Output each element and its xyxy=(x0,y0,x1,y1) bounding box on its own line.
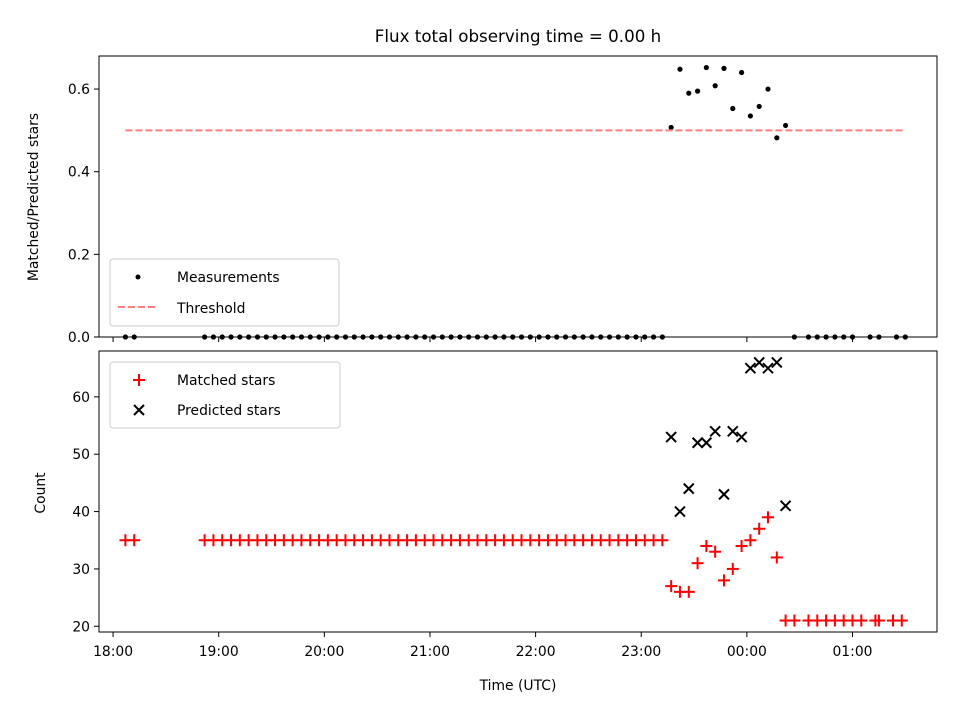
measurement-point xyxy=(774,135,780,141)
predicted-stars-point xyxy=(735,431,748,443)
measurement-point xyxy=(703,64,709,71)
bottom-legend: Matched stars Predicted stars xyxy=(109,361,341,429)
predicted-stars-point xyxy=(709,425,721,437)
predicted-stars-point xyxy=(727,425,739,437)
matched-stars-point xyxy=(872,614,885,627)
x-tick-label: 20:00 xyxy=(304,644,344,660)
bottom-legend-box xyxy=(109,361,341,429)
predicted-stars-point xyxy=(665,431,677,443)
matched-stars-point xyxy=(665,580,678,593)
y-tick-label: 40 xyxy=(72,505,90,521)
y-tick-label: 0.2 xyxy=(68,247,90,263)
y-tick-label: 30 xyxy=(72,562,90,578)
matched-stars-point xyxy=(753,522,766,535)
bottom-x-ticks: 18:00 19:00 20:00 21:00 22:00 23:00 00:00 01:00 xyxy=(93,632,873,660)
y-tick-label: 0.0 xyxy=(68,330,90,346)
predicted-stars-point xyxy=(771,356,783,369)
legend-matched-marker xyxy=(133,374,145,386)
measurement-point xyxy=(756,103,762,110)
bottom-y-axis-label: Count xyxy=(33,472,49,514)
matched-stars-point xyxy=(700,539,713,552)
matched-stars-point xyxy=(735,539,748,552)
legend-matched-label: Matched stars xyxy=(177,373,275,389)
predicted-stars-point xyxy=(700,437,713,449)
matched-stars-point xyxy=(761,511,774,524)
x-tick-label: 23:00 xyxy=(621,644,661,660)
top-y-ticks: 0.0 0.2 0.4 0.6 xyxy=(68,82,99,346)
measurement-point xyxy=(721,65,727,71)
top-axes-frame xyxy=(98,55,938,338)
bottom-series-marks xyxy=(119,356,908,627)
predicted-stars-point xyxy=(779,500,792,512)
legend-predicted-label: Predicted stars xyxy=(177,403,281,419)
predicted-stars-point xyxy=(744,362,757,374)
matched-stars-point xyxy=(682,585,695,598)
y-tick-label: 60 xyxy=(72,390,90,406)
predicted-stars-point xyxy=(691,437,704,449)
y-tick-label: 50 xyxy=(72,447,90,463)
matched-stars-point xyxy=(744,534,757,547)
legend-measurements-marker xyxy=(135,274,141,280)
bottom-panel: 20 30 40 50 60 18:00 19:00 20:00 21:00 22:00 23:0… xyxy=(33,350,938,694)
y-tick-label: 0.6 xyxy=(68,82,90,98)
measurement-point xyxy=(668,124,674,131)
measurement-point xyxy=(738,69,745,76)
x-tick-label: 00:00 xyxy=(727,644,767,660)
y-tick-label: 20 xyxy=(72,619,90,635)
bottom-axes-frame xyxy=(98,350,938,633)
matched-stars-point xyxy=(691,557,704,570)
x-tick-label: 21:00 xyxy=(410,644,450,660)
predicted-stars-point xyxy=(762,362,774,374)
predicted-stars-point xyxy=(683,482,695,495)
matched-stars-point xyxy=(128,534,141,547)
top-legend-box xyxy=(109,258,340,327)
bottom-y-ticks: 20 30 40 50 60 xyxy=(72,390,99,635)
top-y-axis-label: Matched/Predicted stars xyxy=(26,113,42,281)
legend-measurements-label: Measurements xyxy=(177,270,280,286)
x-axis-label: Time (UTC) xyxy=(479,678,557,694)
measurement-point xyxy=(730,105,736,112)
matched-stars-point xyxy=(726,562,739,575)
measurement-point xyxy=(694,88,701,94)
predicted-stars-point xyxy=(753,356,765,369)
x-tick-label: 22:00 xyxy=(516,644,556,660)
measurement-point xyxy=(782,122,789,129)
predicted-stars-point xyxy=(718,488,730,501)
x-tick-label: 18:00 xyxy=(93,644,133,660)
predicted-stars-point xyxy=(674,505,686,518)
x-tick-label: 01:00 xyxy=(832,644,872,660)
measurement-point xyxy=(677,66,683,72)
measurement-point xyxy=(765,86,771,92)
matched-stars-point xyxy=(788,614,801,627)
matched-stars-point xyxy=(656,534,669,547)
top-legend: Measurements Threshold xyxy=(109,258,340,327)
top-panel: 0.0 0.2 0.4 0.6 Matched/Predicted stars Mea… xyxy=(26,55,938,346)
matched-stars-point xyxy=(709,545,722,558)
matched-stars-point xyxy=(895,614,908,627)
matched-stars-point xyxy=(717,574,730,587)
chart-title: Flux total observing time = 0.00 h xyxy=(375,26,661,46)
measurement-point xyxy=(686,90,692,96)
matched-stars-point xyxy=(855,614,868,627)
y-tick-label: 0.4 xyxy=(68,165,90,181)
x-tick-label: 19:00 xyxy=(199,644,239,660)
legend-predicted-marker xyxy=(133,404,145,416)
matched-stars-point xyxy=(770,551,783,564)
measurement-point xyxy=(712,83,718,89)
measurement-point xyxy=(747,113,753,119)
legend-threshold-label: Threshold xyxy=(176,301,245,317)
